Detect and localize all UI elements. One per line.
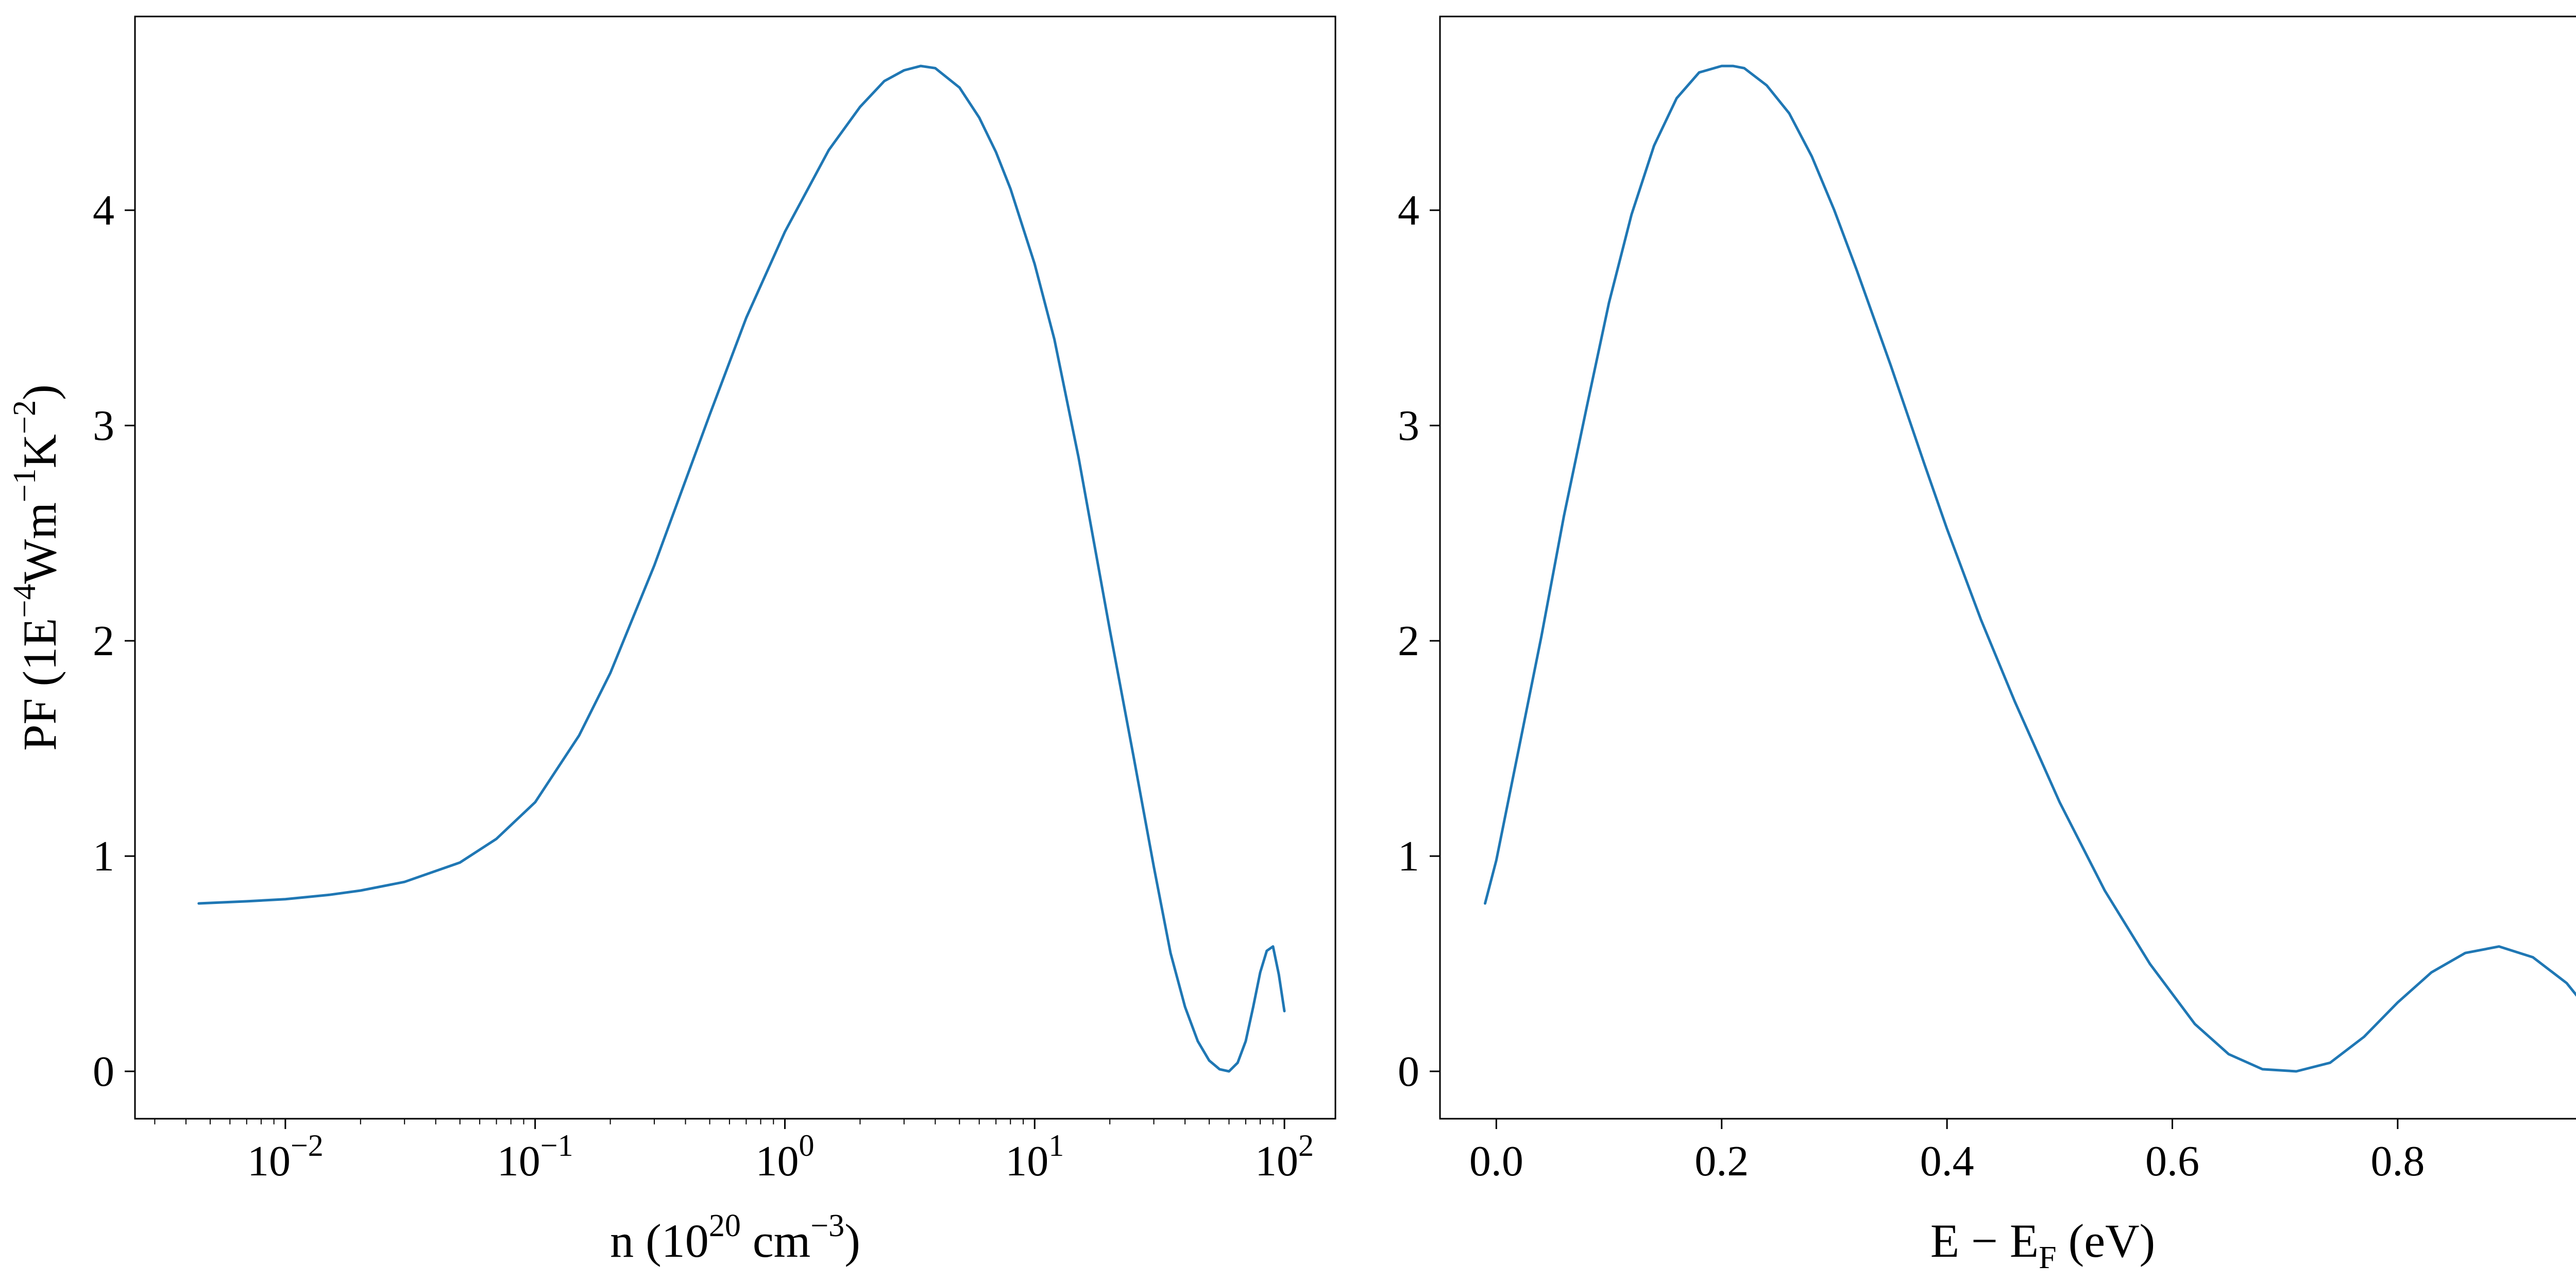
y-tick-label: 4 <box>93 186 114 234</box>
series-line <box>1484 64 2576 1073</box>
x-tick-label-exponent: 0 <box>799 1129 814 1163</box>
x-axis-label-text: ) <box>844 1215 860 1267</box>
y-tick-label: 2 <box>1398 617 1419 665</box>
y-tick-label: 4 <box>1398 186 1419 234</box>
x-tick-label-base: 10 <box>755 1137 799 1185</box>
x-tick-label-base: 10 <box>1005 1137 1048 1185</box>
x-tick-label-exponent: −2 <box>291 1129 324 1163</box>
x-axis-label: E − EF (eV) <box>1930 1215 2155 1275</box>
x-tick-label: 101 <box>1005 1129 1064 1185</box>
y-tick-label: 1 <box>1398 832 1419 880</box>
x-tick-label-base: 10 <box>247 1137 291 1185</box>
y-axis-label-text: Wm <box>13 502 66 584</box>
x-tick-label-base: 10 <box>1255 1137 1298 1185</box>
y-axis-label: PF (1E−4Wm−1K−2) <box>7 384 66 751</box>
y-tick-label: 3 <box>1398 402 1419 450</box>
x-axis-label-text: cm <box>741 1215 810 1267</box>
x-tick-label-exponent: 1 <box>1048 1129 1064 1163</box>
x-axis-label-text: n (10 <box>610 1215 709 1267</box>
plot-frame <box>134 15 1336 1120</box>
x-tick-label-base: 10 <box>497 1137 540 1185</box>
x-tick-label: 100 <box>755 1129 814 1185</box>
x-tick-label: 0.8 <box>2370 1137 2425 1185</box>
x-tick-label: 10−1 <box>497 1129 573 1185</box>
y-tick-label: 2 <box>93 617 114 665</box>
x-tick-label: 0.4 <box>1920 1137 1974 1185</box>
x-tick-label: 10−2 <box>247 1129 324 1185</box>
x-axis-label-superscript: −3 <box>810 1208 844 1243</box>
series-line <box>197 64 1286 1073</box>
y-axis-label-superscript: −2 <box>7 400 42 434</box>
x-tick-label: 0.6 <box>2145 1137 2199 1185</box>
y-tick-label: 0 <box>1398 1048 1419 1096</box>
y-axis-label-text: ) <box>13 384 66 400</box>
x-axis-label-subscript: F <box>2039 1240 2056 1275</box>
x-tick-label-exponent: −1 <box>540 1129 573 1163</box>
y-tick-label: 0 <box>93 1048 114 1096</box>
x-tick-label: 0.0 <box>1469 1137 1523 1185</box>
y-axis-label-text: PF (1E <box>13 618 66 751</box>
x-tick-label: 102 <box>1255 1129 1314 1185</box>
x-tick-label: 0.2 <box>1694 1137 1749 1185</box>
y-tick-label: 1 <box>93 832 114 880</box>
y-axis-label-superscript: −1 <box>7 468 42 502</box>
x-axis-label-text: E − E <box>1930 1215 2039 1267</box>
y-axis-label-superscript: −4 <box>7 584 42 618</box>
x-axis-label-text: (eV) <box>2057 1215 2156 1267</box>
x-tick-label-exponent: 2 <box>1298 1129 1314 1163</box>
plot-frame <box>1439 15 2576 1120</box>
x-axis-label: n (1020 cm−3) <box>610 1208 860 1267</box>
x-axis-label-superscript: 20 <box>709 1208 741 1243</box>
y-tick-label: 3 <box>93 402 114 450</box>
y-axis-label-text: K <box>13 434 66 468</box>
